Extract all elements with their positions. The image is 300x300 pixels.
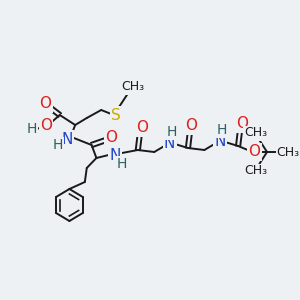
Text: N: N xyxy=(164,136,176,151)
Text: CH₃: CH₃ xyxy=(277,146,300,158)
Text: H: H xyxy=(116,157,127,171)
Text: H: H xyxy=(217,123,227,137)
Text: N: N xyxy=(62,131,73,146)
Text: O: O xyxy=(105,130,117,145)
Text: CH₃: CH₃ xyxy=(244,127,267,140)
Text: N: N xyxy=(214,134,226,148)
Text: O: O xyxy=(185,118,197,134)
Text: O: O xyxy=(136,121,148,136)
Text: O: O xyxy=(40,118,52,133)
Text: O: O xyxy=(248,145,260,160)
Text: S: S xyxy=(111,107,121,122)
Text: H: H xyxy=(53,138,63,152)
Text: CH₃: CH₃ xyxy=(122,80,145,94)
Text: H: H xyxy=(167,125,177,139)
Text: CH₃: CH₃ xyxy=(244,164,267,178)
Text: O: O xyxy=(236,116,248,131)
Text: H: H xyxy=(27,122,37,136)
Text: N: N xyxy=(109,148,120,164)
Text: O: O xyxy=(39,97,51,112)
